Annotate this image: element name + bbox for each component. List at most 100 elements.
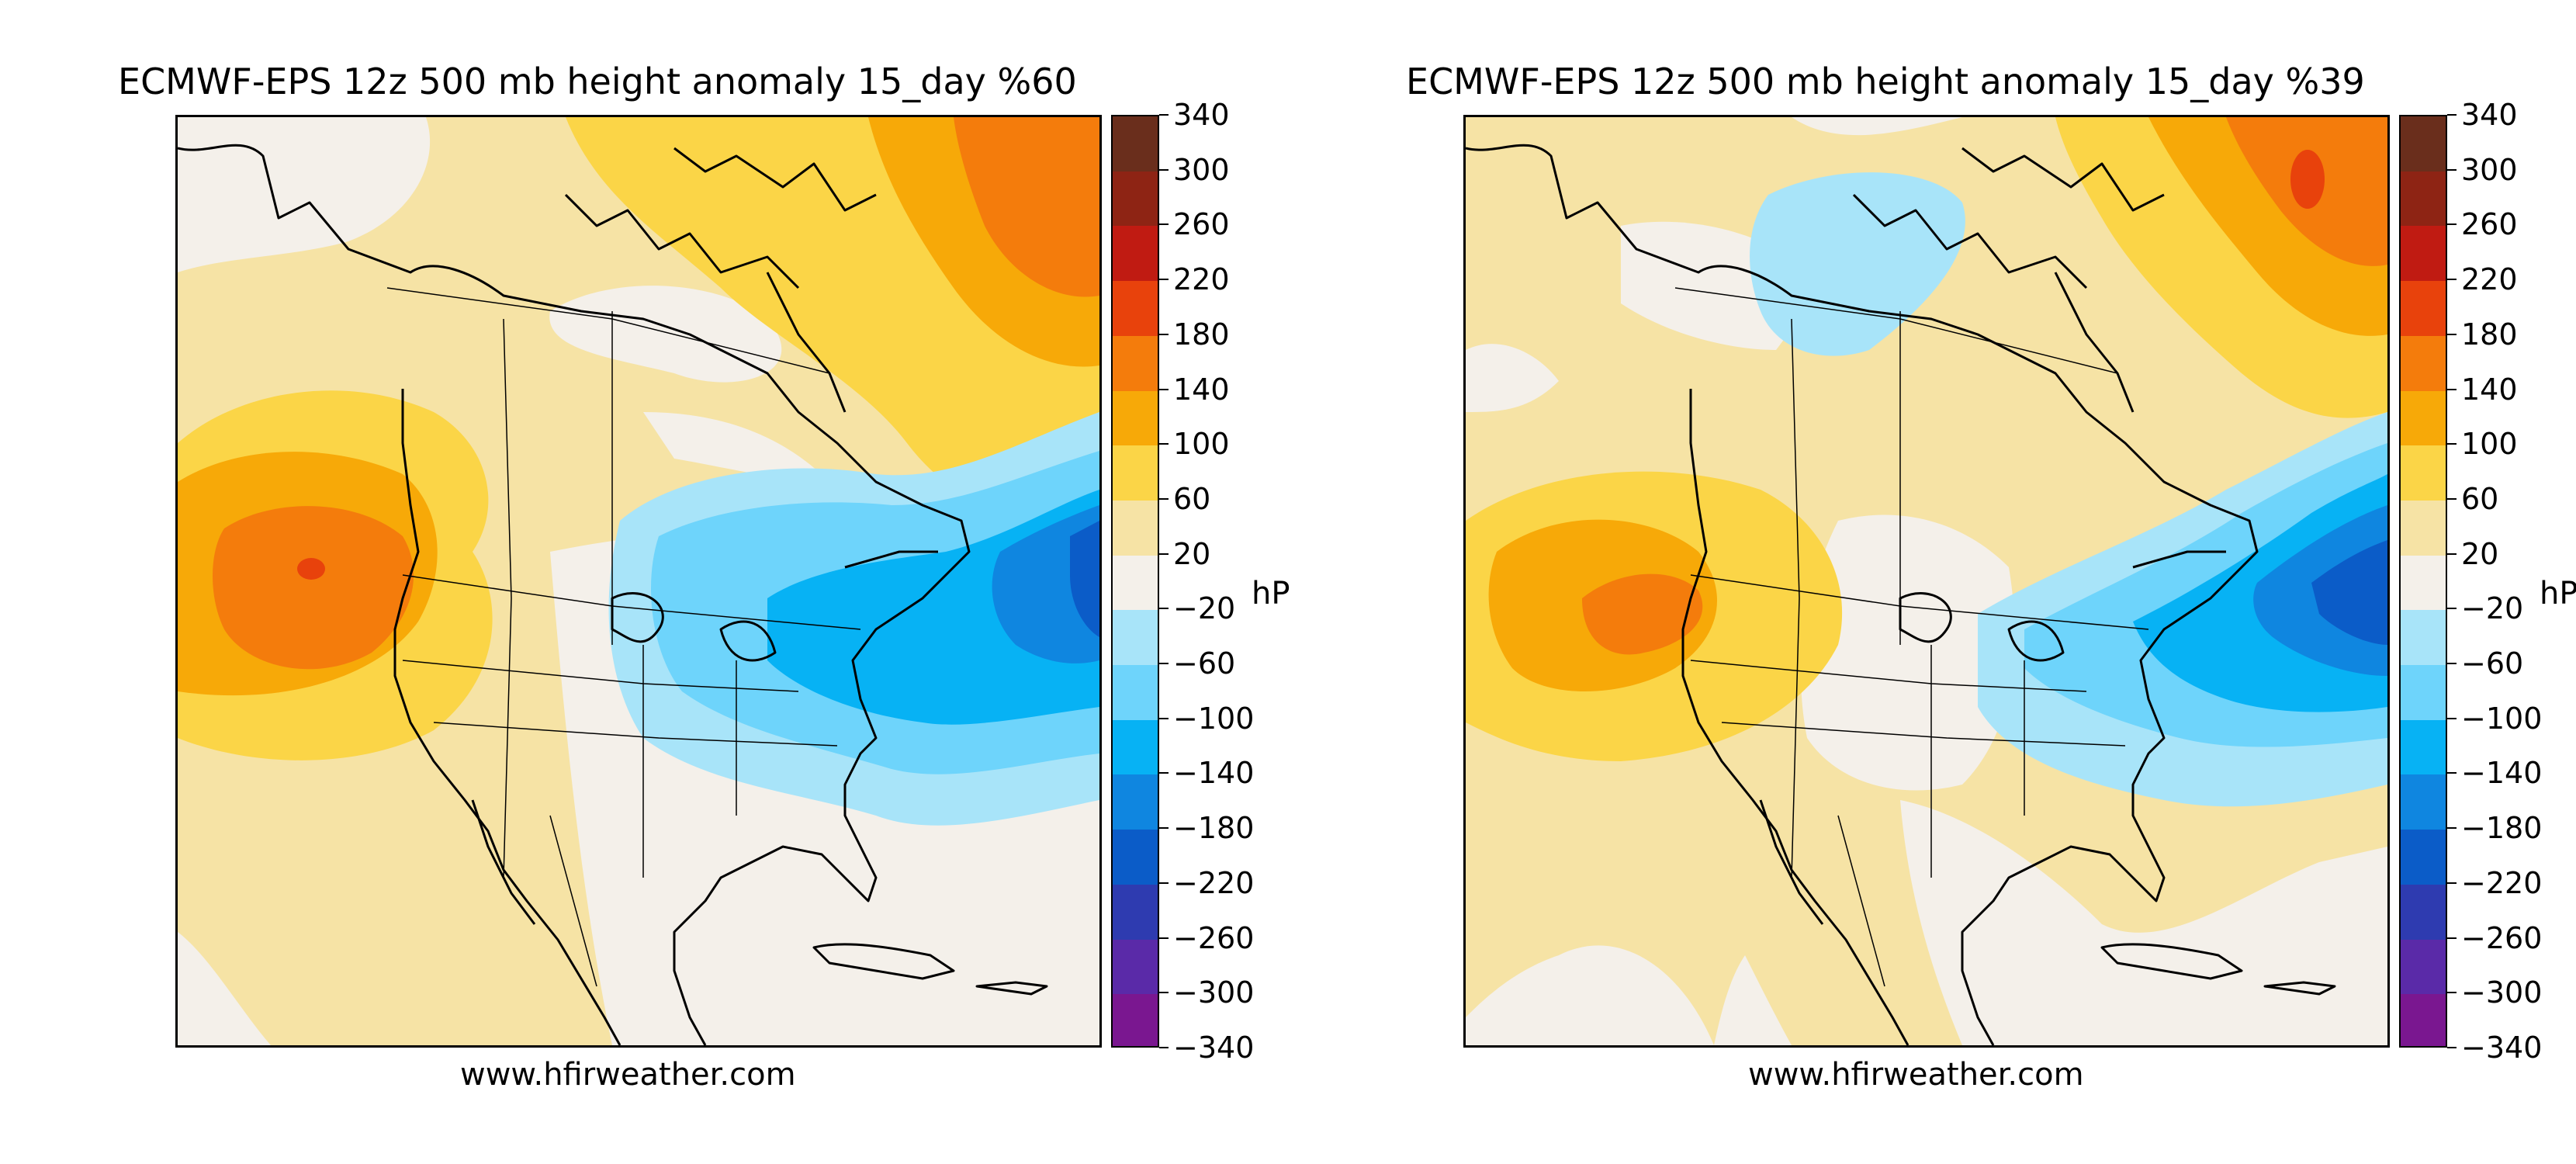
panel-2-colorbar-tick-label: 60: [2461, 481, 2499, 516]
panel-1-colorbar-tickmark: [1159, 1047, 1169, 1048]
panel-2-anomaly-field: [1466, 117, 2387, 1045]
panel-2-colorbar-tickmark: [2447, 279, 2457, 281]
panel-1-colorbar-segment: [1113, 665, 1158, 720]
panel-2-title: ECMWF-EPS 12z 500 mb height anomaly 15_d…: [1406, 61, 2365, 102]
panel-2-colorbar-tick-label: 300: [2461, 152, 2518, 187]
panel-1-colorbar-tickmark: [1159, 772, 1169, 774]
panel-1-colorbar-tick-label: −60: [1173, 646, 1236, 681]
panel-1-colorbar-tick-label: −140: [1173, 756, 1255, 791]
panel-1-colorbar: [1111, 115, 1159, 1048]
panel-2-colorbar-segment: [2401, 390, 2446, 446]
panel-1-colorbar-segment: [1113, 994, 1158, 1046]
panel-1-colorbar-tick-label: 180: [1173, 317, 1230, 352]
panel-1-colorbar-tickmark: [1159, 937, 1169, 939]
panel-1-colorbar-tickmark: [1159, 223, 1169, 226]
panel-2-colorbar-segment: [2401, 171, 2446, 227]
panel-2-colorbar-segment: [2401, 226, 2446, 282]
panel-2-colorbar-unit: hP: [2540, 576, 2576, 611]
panel-1-colorbar-segment: [1113, 555, 1158, 611]
panel-1-colorbar-segment: [1113, 390, 1158, 446]
panel-2-colorbar-tick-label: −140: [2461, 756, 2543, 791]
panel-1-colorbar-segment: [1113, 171, 1158, 227]
panel-2-colorbar-segment: [2401, 774, 2446, 830]
panel-1-colorbar-tick-label: 100: [1173, 427, 1230, 462]
panel-2-colorbar-tick-label: 140: [2461, 372, 2518, 407]
panel-2-colorbar-segment: [2401, 610, 2446, 666]
panel-2-colorbar-tick-label: −340: [2461, 1031, 2543, 1065]
panel-1-colorbar-tick-label: −300: [1173, 975, 1255, 1010]
panel-1-colorbar-segment: [1113, 335, 1158, 391]
panel-2-map[interactable]: [1463, 115, 2390, 1048]
panel-2-colorbar-tickmark: [2447, 443, 2457, 445]
panel-2-colorbar-tickmark: [2447, 772, 2457, 774]
panel-1-colorbar-tick-label: −20: [1173, 591, 1236, 626]
panel-1-title: ECMWF-EPS 12z 500 mb height anomaly 15_d…: [118, 61, 1077, 102]
panel-2-colorbar-segment: [2401, 830, 2446, 885]
panel-2-colorbar-tick-label: −220: [2461, 865, 2543, 900]
panel-1-colorbar-tickmark: [1159, 827, 1169, 830]
panel-2-colorbar-segment: [2401, 500, 2446, 556]
panel-1-colorbar-tickmark: [1159, 553, 1169, 555]
panel-2-colorbar-segment: [2401, 281, 2446, 336]
panel-1-colorbar-segment: [1113, 774, 1158, 830]
panel-2-colorbar-segment: [2401, 445, 2446, 501]
panel-1-colorbar-segment: [1113, 719, 1158, 775]
panel-2-colorbar-tickmark: [2447, 388, 2457, 390]
panel-1-colorbar-tickmark: [1159, 114, 1169, 116]
panel-1-colorbar-tick-label: −180: [1173, 811, 1255, 846]
panel-2-colorbar-tick-label: −100: [2461, 701, 2543, 736]
panel-2-colorbar-tick-label: −20: [2461, 591, 2524, 626]
panel-1-colorbar-segment: [1113, 884, 1158, 940]
panel-2-colorbar-segment: [2401, 665, 2446, 720]
panel-1-map[interactable]: [175, 115, 1102, 1048]
panel-1-colorbar-tickmark: [1159, 279, 1169, 281]
panel-2-colorbar-tick-label: 180: [2461, 317, 2518, 352]
panel-1-colorbar-tickmark: [1159, 168, 1169, 171]
panel-2-colorbar-tickmark: [2447, 937, 2457, 939]
panel-1-colorbar-segment: [1113, 226, 1158, 282]
panel-2-colorbar-segment: [2401, 555, 2446, 611]
panel-2-colorbar-tick-label: 340: [2461, 98, 2518, 132]
panel-2-colorbar-tickmark: [2447, 717, 2457, 719]
panel-1-colorbar-tick-label: 300: [1173, 152, 1230, 187]
panel-2-colorbar-segment: [2401, 335, 2446, 391]
panel-1-colorbar-tick-label: −260: [1173, 920, 1255, 955]
panel-2-colorbar-segment: [2401, 884, 2446, 940]
panel-2-colorbar-tickmark: [2447, 882, 2457, 884]
panel-1-colorbar-unit: hP: [1252, 576, 1290, 611]
panel-1-colorbar-segment: [1113, 830, 1158, 885]
panel-2-colorbar-segment: [2401, 994, 2446, 1046]
panel-2-colorbar-tickmark: [2447, 497, 2457, 500]
panel-1-colorbar-tick-label: 60: [1173, 481, 1211, 516]
panel-1-colorbar-tickmark: [1159, 608, 1169, 610]
panel-1-colorbar-tick-label: 340: [1173, 98, 1230, 132]
panel-2-colorbar-tickmark: [2447, 333, 2457, 335]
panel-1-colorbar-segment: [1113, 281, 1158, 336]
panel-2-colorbar-tick-label: −260: [2461, 920, 2543, 955]
panel-1-colorbar-tick-label: −100: [1173, 701, 1255, 736]
panel-1-colorbar-tick-label: 260: [1173, 207, 1230, 242]
panel-1-colorbar-tickmark: [1159, 992, 1169, 994]
panel-2-colorbar-tickmark: [2447, 663, 2457, 665]
panel-1-colorbar-segment: [1113, 445, 1158, 501]
panel-1-anomaly-field: [178, 117, 1099, 1045]
panel-2-colorbar-tickmark: [2447, 992, 2457, 994]
panel-2-colorbar-segment: [2401, 116, 2446, 171]
panel-2-colorbar-tickmark: [2447, 168, 2457, 171]
panel-2-colorbar-tickmark: [2447, 553, 2457, 555]
panel-2-colorbar-tick-label: 20: [2461, 536, 2499, 571]
panel-1-colorbar-segment: [1113, 610, 1158, 666]
panel-1-colorbar-tick-label: 140: [1173, 372, 1230, 407]
panel-1-colorbar-segment: [1113, 939, 1158, 995]
panel-2-footer: www.hfirweather.com: [1748, 1057, 2084, 1093]
panel-1-colorbar-tick-label: −340: [1173, 1031, 1255, 1065]
panel-2-colorbar-tick-label: −180: [2461, 811, 2543, 846]
panel-2-colorbar-tickmark: [2447, 114, 2457, 116]
panel-2-colorbar: [2399, 115, 2447, 1048]
panel-2-colorbar-tick-label: 220: [2461, 262, 2518, 297]
panel-1-footer: www.hfirweather.com: [460, 1057, 796, 1093]
panel-2-colorbar-tick-label: 100: [2461, 427, 2518, 462]
panel-2-colorbar-tickmark: [2447, 827, 2457, 830]
panel-2-colorbar-tick-label: −60: [2461, 646, 2524, 681]
panel-2-colorbar-tick-label: 260: [2461, 207, 2518, 242]
